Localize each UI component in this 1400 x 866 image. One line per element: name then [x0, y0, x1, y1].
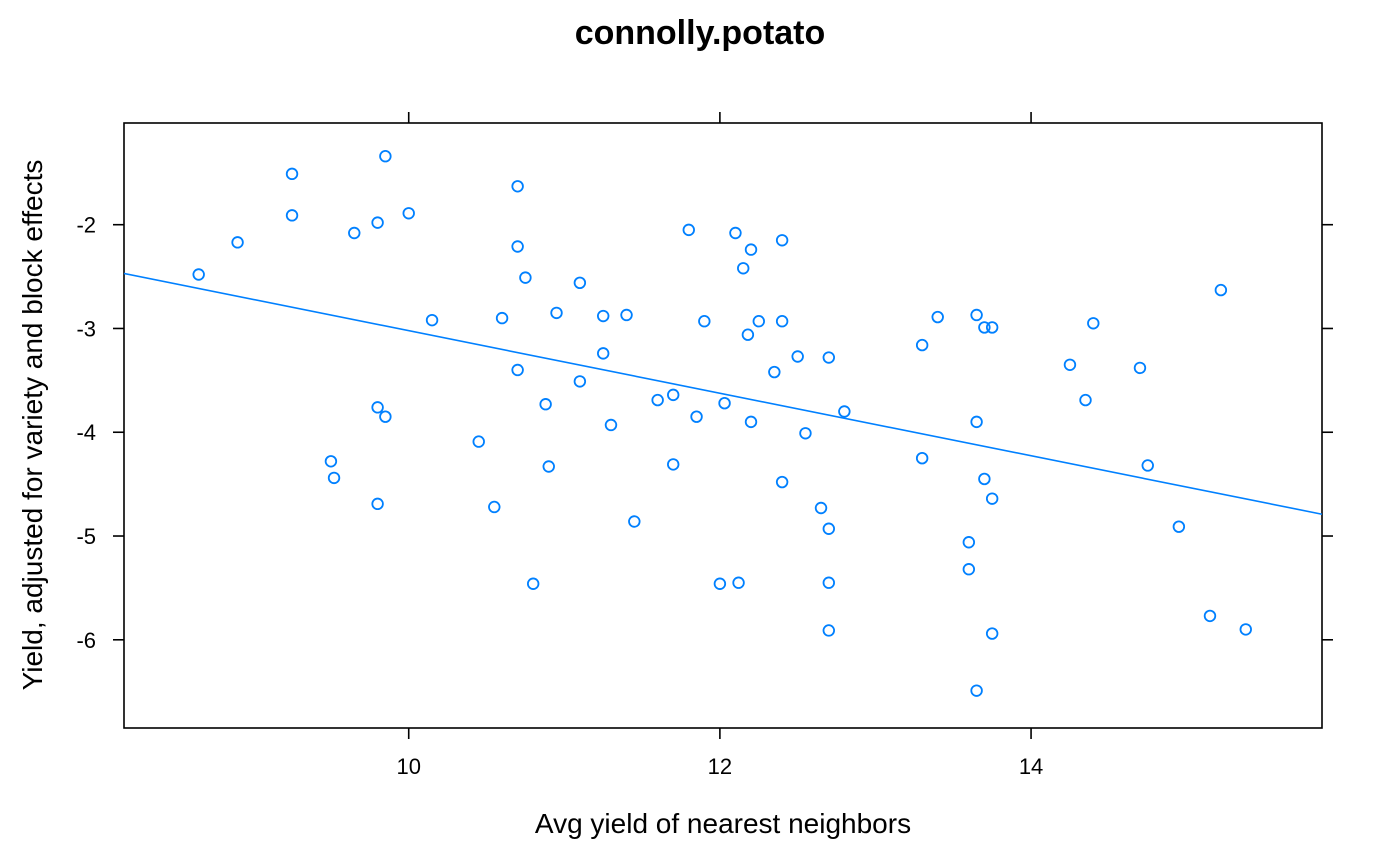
data-point [1239, 623, 1252, 636]
data-point [729, 226, 742, 240]
data-point [822, 624, 835, 637]
data-point [791, 350, 804, 363]
data-point [915, 338, 929, 352]
data-point [495, 311, 509, 325]
data-point [978, 321, 991, 334]
data-point [628, 515, 641, 528]
data-point [718, 396, 731, 410]
data-point [667, 388, 680, 402]
data-point [472, 435, 485, 448]
data-point [348, 226, 361, 240]
data-point [1214, 283, 1228, 297]
data-points [192, 150, 1252, 697]
data-point [371, 216, 384, 229]
data-point [327, 471, 341, 485]
data-point [970, 684, 983, 697]
data-point [324, 455, 338, 468]
data-point [915, 451, 929, 465]
data-point [1172, 520, 1186, 533]
data-point [690, 410, 703, 423]
data-point [838, 405, 851, 418]
y-tick-label: -2 [76, 213, 96, 238]
data-point [682, 223, 695, 237]
data-point [285, 167, 299, 181]
data-point [775, 315, 789, 328]
data-point [1133, 361, 1147, 375]
data-point [667, 458, 680, 471]
data-point [573, 276, 587, 290]
data-point [519, 271, 532, 284]
data-point [744, 243, 758, 256]
data-point [985, 321, 999, 334]
data-point [604, 418, 618, 432]
data-point [962, 536, 976, 549]
plot-frame [123, 122, 1323, 729]
data-point [573, 375, 587, 388]
data-point [931, 310, 944, 324]
x-tick-label: 10 [396, 754, 420, 779]
data-point [597, 309, 610, 323]
data-point [985, 627, 999, 640]
data-point [970, 308, 983, 322]
data-point [822, 351, 835, 364]
data-point [526, 577, 540, 590]
fit-line-group [123, 272, 1323, 516]
data-point [192, 268, 205, 281]
data-point [511, 180, 524, 193]
data-point [1063, 358, 1077, 371]
data-point [511, 240, 524, 253]
data-point [962, 563, 976, 576]
data-point [231, 236, 244, 249]
data-point [1203, 609, 1217, 623]
data-point [597, 347, 610, 360]
data-point [822, 576, 835, 589]
data-point [542, 460, 555, 473]
data-point [768, 365, 781, 379]
x-tick-label: 14 [1019, 754, 1043, 779]
data-point [732, 576, 745, 589]
data-point [379, 410, 392, 423]
data-point [978, 472, 991, 486]
data-point [752, 315, 765, 328]
data-point [1087, 317, 1100, 330]
data-point [539, 398, 552, 411]
x-tick-label: 12 [708, 754, 732, 779]
data-point [651, 393, 664, 407]
data-point [713, 577, 727, 590]
y-tick-label: -4 [76, 420, 96, 445]
chart-title: connolly.potato [575, 14, 826, 52]
x-axis-label: Avg yield of nearest neighbors [535, 808, 911, 839]
data-point [488, 500, 501, 514]
data-point [379, 150, 392, 163]
data-point [775, 234, 789, 247]
data-point [285, 209, 299, 222]
data-point [550, 306, 563, 320]
y-tick-label: -6 [76, 628, 96, 653]
data-point [1079, 393, 1092, 407]
data-point [822, 522, 835, 535]
data-point [371, 401, 384, 414]
data-point [402, 207, 415, 220]
data-point [741, 328, 755, 341]
data-point [425, 313, 439, 327]
data-point [737, 262, 750, 275]
y-axis-label: Yield, adjusted for variety and block ef… [17, 160, 48, 691]
data-point [814, 501, 828, 515]
regression-line [123, 272, 1323, 516]
data-point [985, 492, 999, 505]
data-point [620, 308, 633, 322]
data-point [744, 415, 758, 429]
data-point [698, 315, 711, 328]
data-point [511, 363, 524, 377]
axis-ticks: 10 12 14 -6 -5 -4 -3 -2 [76, 112, 1333, 779]
y-tick-label: -5 [76, 524, 96, 549]
data-point [1141, 459, 1154, 472]
y-tick-label: -3 [76, 316, 96, 341]
data-point [970, 415, 983, 429]
data-point [371, 497, 384, 511]
data-point [775, 475, 789, 489]
data-point [799, 427, 812, 440]
